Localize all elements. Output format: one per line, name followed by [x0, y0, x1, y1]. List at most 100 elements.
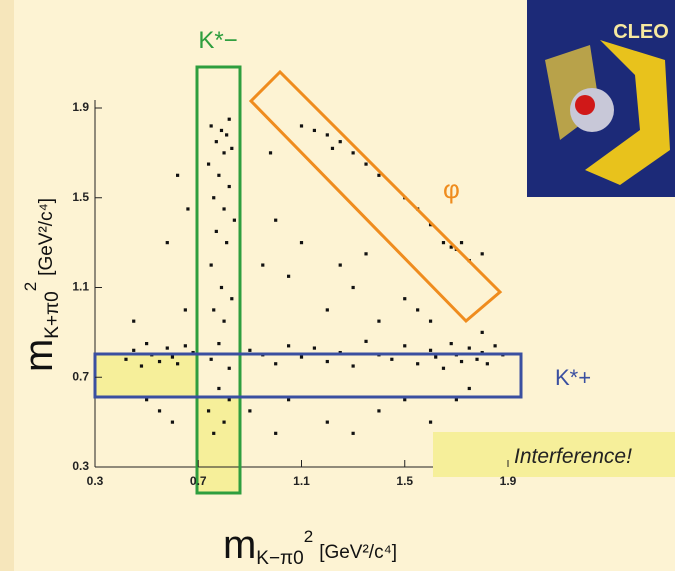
- point: [248, 349, 251, 352]
- point: [171, 355, 174, 358]
- point: [377, 409, 380, 412]
- phi-label: φ: [443, 174, 460, 204]
- point: [225, 241, 228, 244]
- point: [145, 342, 148, 345]
- point: [176, 174, 179, 177]
- point: [230, 147, 233, 150]
- point: [222, 320, 225, 323]
- x-label-superscript: 2: [304, 527, 313, 546]
- y-tick-label: 1.1: [72, 280, 89, 294]
- point: [269, 151, 272, 154]
- point: [313, 129, 316, 132]
- point: [326, 421, 329, 424]
- point: [212, 432, 215, 435]
- point: [416, 308, 419, 311]
- point: [326, 308, 329, 311]
- point: [217, 174, 220, 177]
- point: [184, 308, 187, 311]
- point: [158, 360, 161, 363]
- k-star-minus-label: K*−: [198, 27, 237, 54]
- point: [230, 297, 233, 300]
- point: [416, 362, 419, 365]
- x-tick-label: 1.5: [396, 474, 413, 488]
- point: [287, 344, 290, 347]
- y-label-unit: [GeV²/c⁴]: [36, 198, 57, 276]
- point: [326, 360, 329, 363]
- point: [217, 387, 220, 390]
- point: [313, 346, 316, 349]
- point: [210, 124, 213, 127]
- point: [222, 421, 225, 424]
- point: [222, 151, 225, 154]
- point: [339, 140, 342, 143]
- y-tick-label: 0.7: [72, 369, 89, 383]
- point: [228, 398, 231, 401]
- interference-label: Interference!: [514, 445, 632, 468]
- point: [486, 362, 489, 365]
- point: [215, 140, 218, 143]
- x-tick-label: 1.9: [500, 474, 517, 488]
- point: [364, 162, 367, 165]
- point: [228, 367, 231, 370]
- left-strip: [0, 0, 14, 571]
- k-star-plus-label: K*+: [555, 365, 591, 390]
- point: [364, 340, 367, 343]
- point: [207, 162, 210, 165]
- point: [352, 432, 355, 435]
- y-label-symbol: m: [17, 339, 61, 372]
- x-tick-label: 1.1: [293, 474, 310, 488]
- point: [261, 263, 264, 266]
- point: [217, 342, 220, 345]
- point: [158, 409, 161, 412]
- point: [207, 409, 210, 412]
- point: [274, 432, 277, 435]
- point: [442, 367, 445, 370]
- point: [184, 344, 187, 347]
- point: [450, 342, 453, 345]
- point: [403, 344, 406, 347]
- x-label-unit: [GeV²/c⁴]: [319, 542, 397, 563]
- point: [331, 147, 334, 150]
- point: [481, 331, 484, 334]
- point: [403, 398, 406, 401]
- point: [225, 133, 228, 136]
- point: [176, 362, 179, 365]
- point: [228, 185, 231, 188]
- y-tick-label: 1.9: [72, 100, 89, 114]
- slide: K*− K*+ φ Interference! CLEO mK−π02[GeV²…: [0, 0, 675, 571]
- point: [166, 241, 169, 244]
- point: [429, 421, 432, 424]
- point: [186, 207, 189, 210]
- y-label-subscript: K+π0: [42, 291, 63, 338]
- y-tick-label: 1.5: [72, 190, 89, 204]
- point: [274, 219, 277, 222]
- point: [145, 398, 148, 401]
- point: [434, 355, 437, 358]
- point: [364, 252, 367, 255]
- point: [274, 362, 277, 365]
- x-label-subscript: K−π0: [256, 548, 303, 569]
- point: [352, 286, 355, 289]
- point: [460, 241, 463, 244]
- y-tick-label: 0.3: [72, 459, 89, 473]
- point: [220, 286, 223, 289]
- point: [171, 421, 174, 424]
- point: [215, 230, 218, 233]
- point: [429, 349, 432, 352]
- point: [228, 118, 231, 121]
- point: [132, 320, 135, 323]
- point: [124, 358, 127, 361]
- point: [455, 398, 458, 401]
- point: [460, 360, 463, 363]
- point: [210, 263, 213, 266]
- point: [140, 364, 143, 367]
- point: [132, 349, 135, 352]
- point: [429, 320, 432, 323]
- point: [222, 207, 225, 210]
- point: [210, 358, 213, 361]
- point: [287, 275, 290, 278]
- x-label-symbol: m: [223, 523, 256, 567]
- point: [352, 151, 355, 154]
- point: [475, 358, 478, 361]
- point: [287, 398, 290, 401]
